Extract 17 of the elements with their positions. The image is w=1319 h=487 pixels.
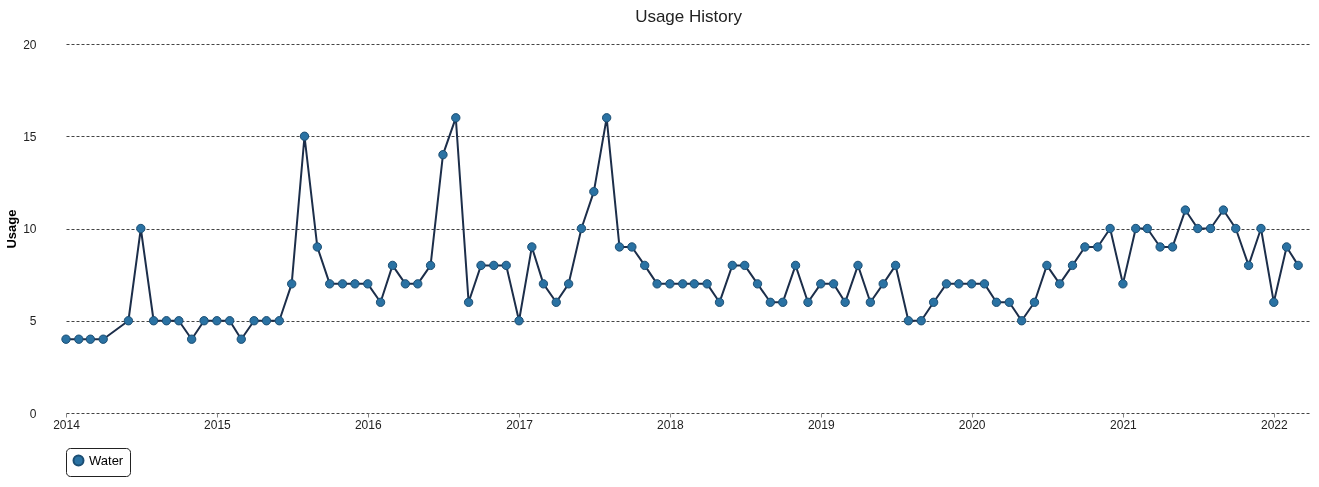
chart-title: Usage History (635, 7, 743, 26)
x-tick-label: 2015 (204, 417, 232, 432)
x-tick-label: 2019 (807, 417, 835, 432)
x-tick-label: 2017 (506, 417, 534, 432)
x-tick-label: 2014 (53, 417, 81, 432)
y-tick-label: 10 (23, 222, 37, 236)
x-tick-label: 2021 (1110, 417, 1138, 432)
y-tick-label: 5 (29, 314, 37, 329)
y-tick-label: 15 (23, 129, 37, 144)
y-axis-title: Usage (4, 209, 20, 249)
x-tick-label: 2022 (1260, 417, 1288, 432)
legend-label: Water (89, 452, 124, 468)
y-tick-label: 20 (23, 37, 37, 52)
x-tick-label: 2016 (354, 417, 382, 432)
y-tick-label: 0 (29, 406, 37, 421)
x-tick-label: 2018 (657, 417, 685, 432)
x-tick-label: 2020 (958, 417, 986, 432)
